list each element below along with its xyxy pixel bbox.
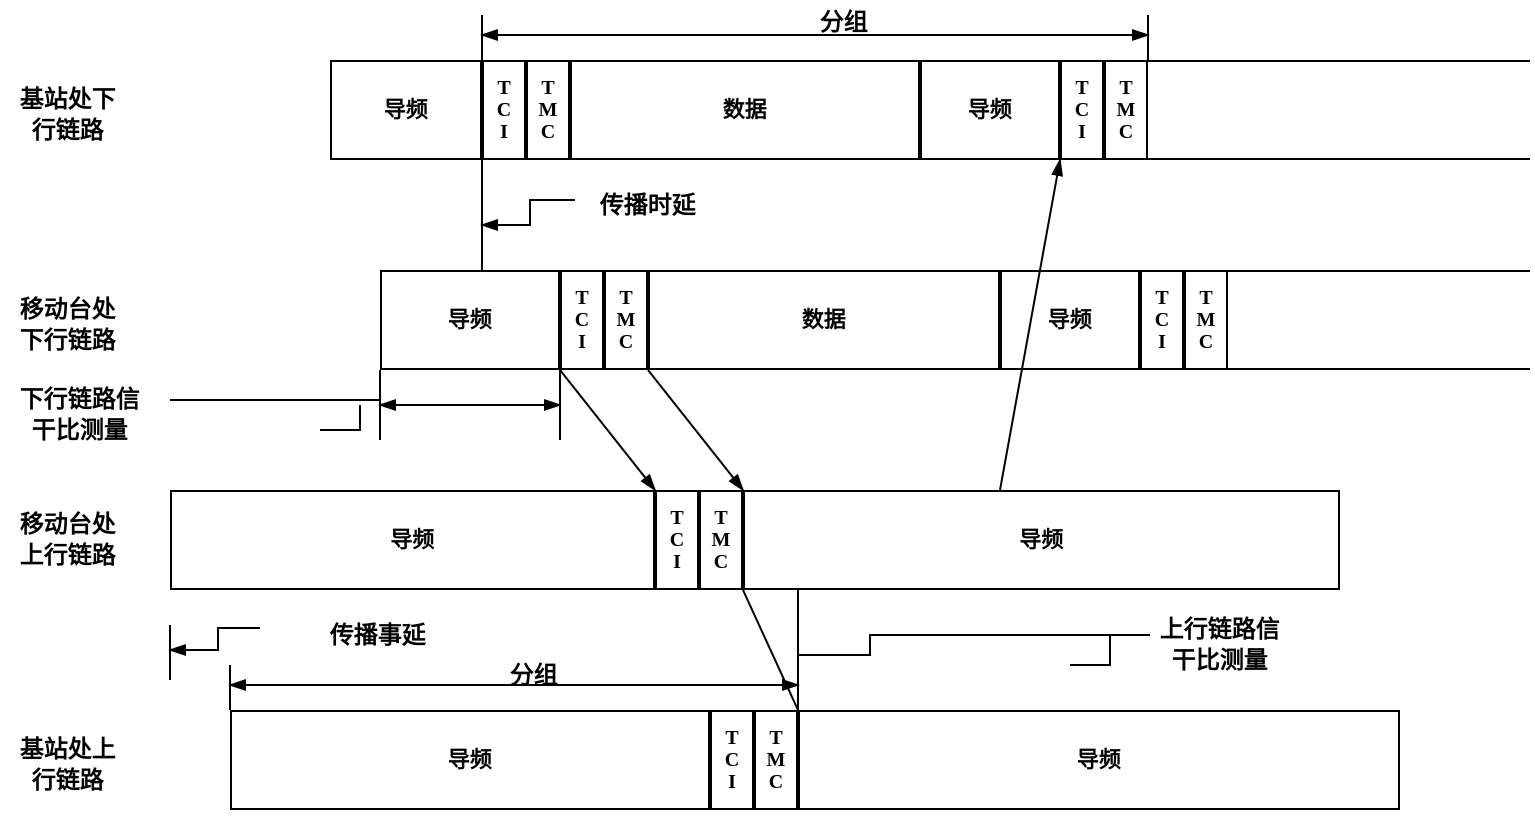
track-r2: 导频T C IT M C数据导频T C IT M C — [380, 270, 1530, 370]
block-r2-tci: T C I — [560, 272, 604, 368]
block-r2-data: 数据 — [648, 272, 1000, 368]
row-label-row4: 基站处上 行链路 — [20, 735, 116, 797]
anno-packet_top: 分组 — [820, 2, 868, 37]
block-r1-data: 数据 — [570, 62, 920, 158]
anno-prop_delay2: 传播事延 — [330, 615, 426, 650]
block-r4-pilot: 导频 — [798, 712, 1400, 808]
block-r3-pilot: 导频 — [170, 492, 655, 588]
block-r3-pilot: 导频 — [743, 492, 1340, 588]
anno-prop_delay1: 传播时延 — [600, 185, 696, 220]
block-r2-tmc: T M C — [604, 272, 648, 368]
anno-packet_bottom: 分组 — [510, 655, 558, 690]
block-r2-tmc: T M C — [1184, 272, 1228, 368]
track-r3: 导频T C IT M C导频 — [170, 490, 1340, 590]
row-label-row2: 移动台处 下行链路 — [20, 295, 116, 357]
block-r1-pilot: 导频 — [330, 62, 482, 158]
block-r1-tmc: T M C — [526, 62, 570, 158]
block-r2-pilot: 导频 — [380, 272, 560, 368]
row-label-row3: 移动台处 上行链路 — [20, 510, 116, 572]
block-r2-pilot: 导频 — [1000, 272, 1140, 368]
block-r4-tci: T C I — [710, 712, 754, 808]
label-uplink-sinr: 上行链路信 干比测量 — [1160, 615, 1280, 677]
block-r4-pilot: 导频 — [230, 712, 710, 808]
block-r1-tmc: T M C — [1104, 62, 1148, 158]
block-r4-tmc: T M C — [754, 712, 798, 808]
row-label-row1: 基站处下 行链路 — [20, 85, 116, 147]
track-r4: 导频T C IT M C导频 — [230, 710, 1400, 810]
block-r1-pilot: 导频 — [920, 62, 1060, 158]
block-r1-tci: T C I — [1060, 62, 1104, 158]
block-r1-tci: T C I — [482, 62, 526, 158]
block-r3-tci: T C I — [655, 492, 699, 588]
row-label-row2b: 下行链路信 干比测量 — [20, 385, 140, 447]
track-r1: 导频T C IT M C数据导频T C IT M C — [330, 60, 1530, 160]
block-r2-tci: T C I — [1140, 272, 1184, 368]
block-r3-tmc: T M C — [699, 492, 743, 588]
